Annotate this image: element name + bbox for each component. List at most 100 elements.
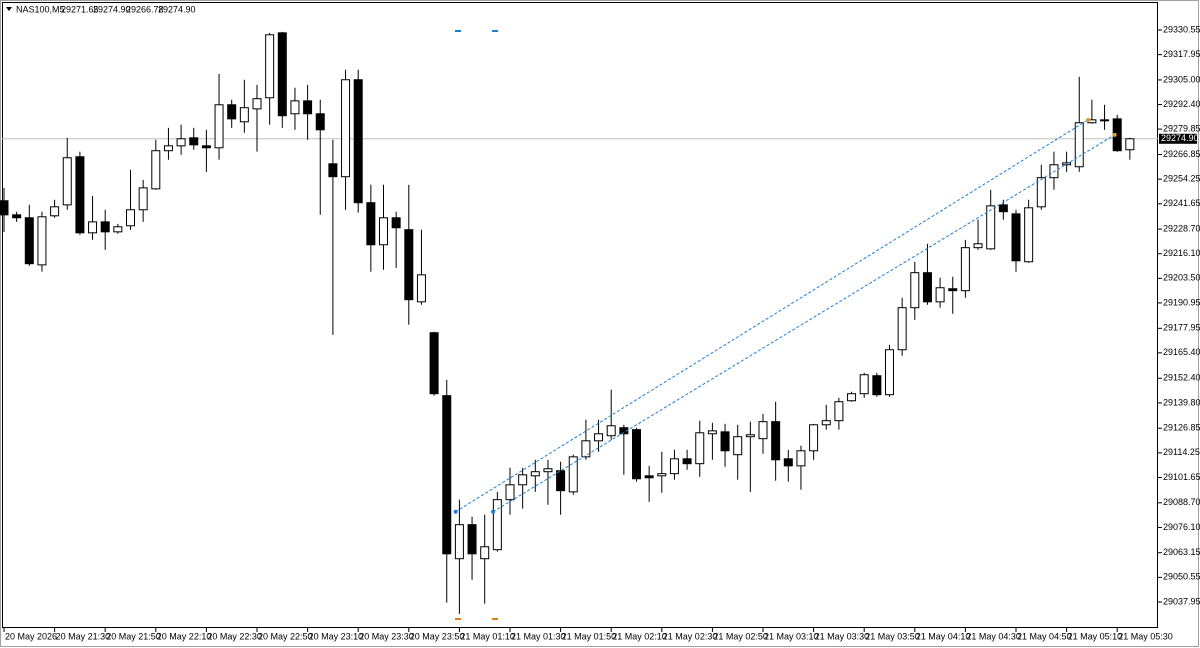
candle-body xyxy=(1024,207,1034,263)
x-tick-label: 21 May 03:50 xyxy=(865,631,920,641)
candle-body xyxy=(303,100,313,115)
x-tick-label: 20 May 23:50 xyxy=(410,631,465,641)
plot-frame xyxy=(2,2,1158,628)
y-tick-label: 29203.50 xyxy=(1163,273,1200,283)
x-tick-label: 21 May 05:30 xyxy=(1118,631,1173,641)
candle-body xyxy=(530,471,540,477)
candle-body xyxy=(454,524,464,560)
candle-body xyxy=(821,420,831,426)
candle-body xyxy=(606,425,616,437)
candle-body xyxy=(657,473,667,477)
ohlc-high: 29274.90 xyxy=(93,4,131,14)
x-tick-label: 20 May 23:10 xyxy=(309,631,364,641)
candle-body xyxy=(88,221,98,234)
candle-body xyxy=(568,456,578,493)
candle-body xyxy=(758,421,768,440)
y-tick-label: 29139.80 xyxy=(1163,397,1200,407)
candle-body xyxy=(341,79,351,178)
candle-body xyxy=(1125,138,1135,151)
y-tick-label: 29088.70 xyxy=(1163,497,1200,507)
y-tick-label: 29037.95 xyxy=(1163,596,1200,606)
candle-body xyxy=(290,100,300,115)
trendline-anchor xyxy=(491,509,496,514)
candle-body xyxy=(265,34,275,99)
x-tick-label: 21 May 03:10 xyxy=(764,631,819,641)
x-tick-label: 20 May 21:50 xyxy=(106,631,161,641)
candle-body xyxy=(214,104,224,149)
trendline xyxy=(455,119,1089,513)
trendline-anchor xyxy=(1112,132,1117,137)
candle-body xyxy=(948,288,958,292)
x-tick-label: 21 May 02:50 xyxy=(713,631,768,641)
candle-body xyxy=(315,113,325,131)
y-tick-label: 29165.40 xyxy=(1163,347,1200,357)
symbol-menu-arrow[interactable] xyxy=(6,7,12,11)
candle-body xyxy=(720,431,730,452)
ohlc-low: 29266.78 xyxy=(126,4,164,14)
candle-body xyxy=(50,206,60,217)
y-tick-label: 29330.55 xyxy=(1163,24,1200,34)
x-tick-label: 20 May 22:10 xyxy=(157,631,212,641)
x-tick-label: 20 May 22:30 xyxy=(207,631,262,641)
candle-body xyxy=(391,217,401,229)
y-tick-label: 29317.95 xyxy=(1163,49,1200,59)
y-tick-label: 29254.25 xyxy=(1163,174,1200,184)
symbol-label: NAS100,M5 xyxy=(16,4,65,14)
x-tick-label: 21 May 02:30 xyxy=(663,631,718,641)
candle-body xyxy=(492,499,502,551)
candle-body xyxy=(126,209,135,227)
y-tick-label: 29216.10 xyxy=(1163,248,1200,258)
trendline-anchor xyxy=(453,509,458,514)
candle-body xyxy=(429,332,439,395)
candle-body xyxy=(189,137,199,146)
candle-body xyxy=(834,401,844,422)
candle-body xyxy=(404,229,414,301)
x-tick-label: 20 May 2026 xyxy=(5,631,57,641)
y-tick-label: 29063.15 xyxy=(1163,547,1200,557)
candle-body xyxy=(201,145,211,149)
candle-body xyxy=(442,395,452,555)
candle-body xyxy=(644,475,654,479)
candle-body xyxy=(745,434,755,438)
x-tick-label: 20 May 21:30 xyxy=(56,631,111,641)
candle-body xyxy=(619,427,629,435)
ohlc-close: 29274.90 xyxy=(158,4,196,14)
x-tick-label: 21 May 04:50 xyxy=(1017,631,1072,641)
y-tick-label: 29076.10 xyxy=(1163,522,1200,532)
candle-body xyxy=(379,217,388,246)
ohlc-open: 29271.65 xyxy=(61,4,99,14)
candle-body xyxy=(707,430,717,435)
trendline-anchor xyxy=(1086,117,1091,122)
candle-body xyxy=(62,157,72,206)
candle-body xyxy=(543,468,553,473)
x-tick-label: 21 May 01:30 xyxy=(511,631,566,641)
candle-body xyxy=(480,546,490,560)
candle-body xyxy=(100,221,110,233)
candle-body xyxy=(1011,213,1021,262)
candle-body xyxy=(505,484,515,501)
candle-body xyxy=(518,474,528,486)
candle-body xyxy=(277,32,287,117)
candle-body xyxy=(75,156,85,234)
candle-body xyxy=(239,107,249,123)
y-tick-label: 29266.85 xyxy=(1163,149,1200,159)
candle-body xyxy=(1074,122,1084,168)
candle-body xyxy=(24,217,34,265)
candle-body xyxy=(809,424,819,452)
candle-body xyxy=(366,202,376,246)
candle-body xyxy=(935,287,945,303)
y-tick-label: 29241.65 xyxy=(1163,198,1200,208)
candle-body xyxy=(176,138,186,147)
candle-body xyxy=(960,247,970,292)
last-price-box xyxy=(1159,133,1197,144)
candle-body xyxy=(897,307,907,351)
candle-body xyxy=(353,79,363,204)
candle-body xyxy=(227,104,237,120)
candle-body xyxy=(581,440,591,458)
trendline xyxy=(492,134,1115,513)
candle-body xyxy=(859,374,869,395)
candle-body xyxy=(113,226,123,233)
last-price-label: 29274.90 xyxy=(1161,133,1199,143)
